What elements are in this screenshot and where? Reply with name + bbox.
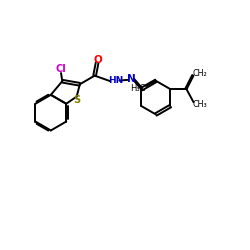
Text: HN: HN — [108, 76, 123, 85]
Text: H₃C: H₃C — [130, 84, 145, 94]
Text: Cl: Cl — [56, 64, 66, 74]
Text: O: O — [94, 55, 103, 65]
Text: CH₂: CH₂ — [192, 69, 207, 78]
Text: N: N — [127, 74, 136, 84]
Text: S: S — [74, 95, 81, 105]
Text: CH₃: CH₃ — [192, 100, 207, 109]
